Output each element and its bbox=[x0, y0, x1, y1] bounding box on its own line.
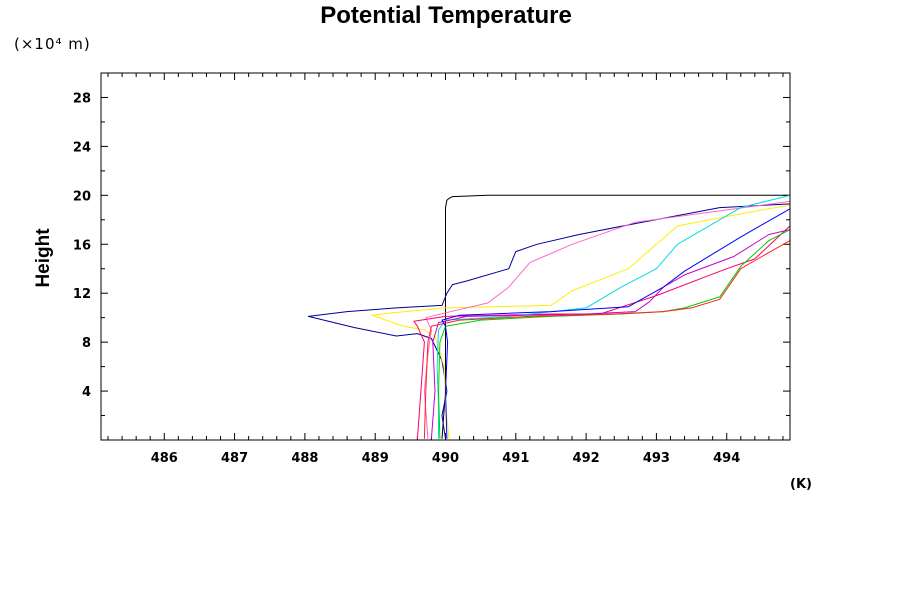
series-lines bbox=[307, 194, 790, 439]
series-line-3 bbox=[371, 204, 790, 439]
x-tick-label: 493 bbox=[643, 451, 670, 466]
y-tick-label: 12 bbox=[73, 287, 91, 302]
series-line-1 bbox=[441, 194, 790, 439]
y-tick-label: 4 bbox=[82, 385, 91, 400]
series-line-5 bbox=[413, 225, 790, 439]
series-line-9 bbox=[423, 240, 790, 439]
x-tick-label: 489 bbox=[362, 451, 389, 466]
series-line-2 bbox=[307, 203, 790, 439]
x-tick-label: 492 bbox=[573, 451, 600, 466]
y-tick-label: 28 bbox=[73, 91, 91, 106]
y-tick-label: 16 bbox=[73, 238, 91, 253]
chart-title: Potential Temperature bbox=[320, 2, 572, 29]
x-tick-label: 494 bbox=[713, 451, 740, 466]
y-axis-label: Height bbox=[33, 228, 54, 288]
x-axis-unit-label: (K) bbox=[790, 477, 812, 492]
series-line-8 bbox=[438, 229, 790, 439]
series-line-10 bbox=[441, 208, 790, 439]
x-tick-label: 487 bbox=[221, 451, 248, 466]
x-tick-label: 486 bbox=[151, 451, 178, 466]
y-axis-unit-label: (×10⁴ m) bbox=[14, 35, 91, 53]
x-tick-label: 490 bbox=[432, 451, 459, 466]
x-tick-label: 488 bbox=[291, 451, 318, 466]
series-line-7 bbox=[430, 229, 790, 439]
x-tick-label: 491 bbox=[502, 451, 529, 466]
plot-frame bbox=[100, 72, 791, 441]
y-tick-label: 24 bbox=[73, 140, 91, 155]
y-tick-label: 20 bbox=[73, 189, 91, 204]
axis-tick-labels: 486 487 488 489 490 491 492 493 494 4 8 12 16 20 24 28 bbox=[73, 91, 740, 466]
series-line-6 bbox=[436, 194, 790, 439]
y-tick-label: 8 bbox=[82, 336, 91, 351]
